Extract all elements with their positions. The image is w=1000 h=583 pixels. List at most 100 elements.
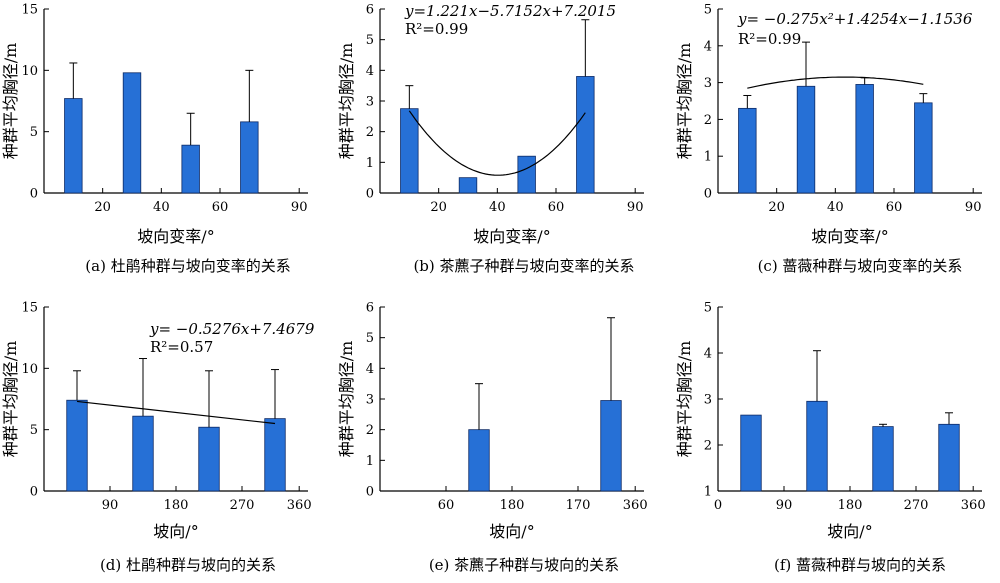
bar <box>806 400 828 492</box>
fit-line <box>747 76 924 89</box>
y-tick-label: 3 <box>366 95 374 110</box>
x-axis-label: 坡向/° <box>153 522 198 541</box>
bar <box>64 98 83 194</box>
bar <box>264 418 286 492</box>
y-tick-label: 4 <box>366 64 374 79</box>
y-tick-label: 2 <box>704 439 712 454</box>
y-tick-label: 2 <box>704 113 712 128</box>
y-tick-label: 5 <box>30 423 38 438</box>
bar <box>458 177 478 194</box>
panel-caption: (e) 茶藨子种群与坡向的关系 <box>429 556 619 574</box>
bar <box>181 144 200 194</box>
y-tick-label: 0 <box>366 187 374 202</box>
x-tick-label: 40 <box>153 200 170 215</box>
panel-caption: (b) 茶藨子种群与坡向变率的关系 <box>413 257 634 275</box>
y-tick-label: 1 <box>704 485 712 500</box>
panel-d: 0 5 10 15 90 180 270 360 y= −0.5276x+7.4679R²=0.… <box>1 301 315 575</box>
x-tick-label: 60 <box>886 200 903 215</box>
y-tick-label: 15 <box>21 3 38 18</box>
y-tick-label: 6 <box>366 3 374 18</box>
panel-f: 1 2 3 4 5 0 90 180 270 360 种群平均胸径/m 坡向/° (f) 蔷薇种群与坡向… <box>675 301 986 575</box>
x-axis-label: 坡向变率/° <box>811 227 888 246</box>
y-tick-label: 1 <box>704 150 712 165</box>
bar <box>400 108 419 194</box>
y-axis-label: 种群平均胸径/m <box>337 341 356 458</box>
y-tick-label: 5 <box>30 125 38 140</box>
x-tick-label: 0 <box>714 498 722 513</box>
y-tick-label: 5 <box>704 3 712 18</box>
bar <box>122 72 142 194</box>
y-tick-label: 5 <box>366 331 374 346</box>
y-tick-label: 1 <box>366 454 374 469</box>
bar <box>872 426 894 492</box>
bar <box>855 84 874 194</box>
x-tick-label: 180 <box>838 498 863 513</box>
bar <box>600 400 622 492</box>
x-tick-label: 40 <box>827 200 844 215</box>
fit-equation: y=1.221x−5.7152x+7.2015 <box>404 2 616 20</box>
y-axis-label: 种群平均胸径/m <box>1 43 20 160</box>
x-tick-label: 180 <box>164 498 189 513</box>
x-tick-label: 360 <box>287 498 312 513</box>
fit-equation: y= −0.5276x+7.4679 <box>149 320 315 338</box>
bar <box>740 414 762 492</box>
bar <box>738 107 757 194</box>
x-tick-label: 60 <box>438 498 455 513</box>
x-tick-label: 60 <box>212 200 229 215</box>
panel-e: 0 1 2 3 4 5 6 60 180 170 360 种群平均胸径/m 坡向/° (e) 茶藨子种群与… <box>337 301 648 575</box>
y-tick-label: 6 <box>366 301 374 316</box>
x-tick-label: 90 <box>627 200 644 215</box>
y-tick-label: 4 <box>704 347 712 362</box>
y-tick-label: 1 <box>366 156 374 171</box>
x-tick-label: 90 <box>102 498 119 513</box>
y-tick-label: 3 <box>704 393 712 408</box>
y-axis-label: 种群平均胸径/m <box>1 341 20 458</box>
y-tick-label: 2 <box>366 423 374 438</box>
fit-line <box>76 400 276 425</box>
r-squared: R²=0.99 <box>405 20 468 38</box>
y-tick-label: 3 <box>704 76 712 91</box>
fit-line <box>408 110 586 176</box>
y-tick-label: 4 <box>704 39 712 54</box>
y-axis-label: 种群平均胸径/m <box>675 341 694 458</box>
panel-caption: (a) 杜鹃种群与坡向变率的关系 <box>85 257 290 275</box>
y-tick-label: 5 <box>366 33 374 48</box>
bar <box>914 102 933 194</box>
x-axis-label: 坡向/° <box>489 522 534 541</box>
x-tick-label: 90 <box>776 498 793 513</box>
x-tick-label: 270 <box>230 498 255 513</box>
bar <box>796 85 816 194</box>
x-axis-label: 坡向/° <box>827 522 872 541</box>
x-tick-label: 270 <box>904 498 929 513</box>
x-tick-label: 20 <box>94 200 111 215</box>
y-tick-label: 15 <box>21 301 38 316</box>
y-tick-label: 0 <box>704 187 712 202</box>
x-tick-label: 360 <box>961 498 986 513</box>
y-tick-label: 10 <box>21 362 38 377</box>
bar <box>938 423 960 492</box>
bar <box>66 399 88 492</box>
y-tick-label: 0 <box>30 485 38 500</box>
bar <box>576 76 595 194</box>
x-tick-label: 90 <box>965 200 982 215</box>
panel-caption: (c) 蔷薇种群与坡向变率的关系 <box>758 257 963 275</box>
y-tick-label: 4 <box>366 362 374 377</box>
y-tick-label: 3 <box>366 393 374 408</box>
panel-c: 0 1 2 3 4 5 20 40 60 90 y= −0.275x²+1.4254x−1.1536… <box>675 3 982 275</box>
r-squared: R²=0.99 <box>738 30 801 48</box>
r-squared: R²=0.57 <box>150 338 213 356</box>
x-tick-label: 170 <box>566 498 591 513</box>
y-axis-label: 种群平均胸径/m <box>337 43 356 160</box>
panel-a: 0 5 10 15 20 40 60 90 种群平均胸径/m 坡向变率/° (a) 杜鹃种群与坡向变… <box>1 3 308 275</box>
y-axis-label: 种群平均胸径/m <box>675 43 694 160</box>
y-tick-label: 0 <box>30 187 38 202</box>
x-tick-label: 360 <box>623 498 648 513</box>
bar <box>468 429 490 492</box>
x-tick-label: 60 <box>548 200 565 215</box>
x-axis-label: 坡向变率/° <box>137 227 214 246</box>
x-axis-label: 坡向变率/° <box>473 227 550 246</box>
panel-b: 0 1 2 3 4 5 6 20 40 60 90 y=1.221x−5.7152x+7.2015R²… <box>337 2 644 275</box>
fit-equation: y= −0.275x²+1.4254x−1.1536 <box>737 10 973 28</box>
